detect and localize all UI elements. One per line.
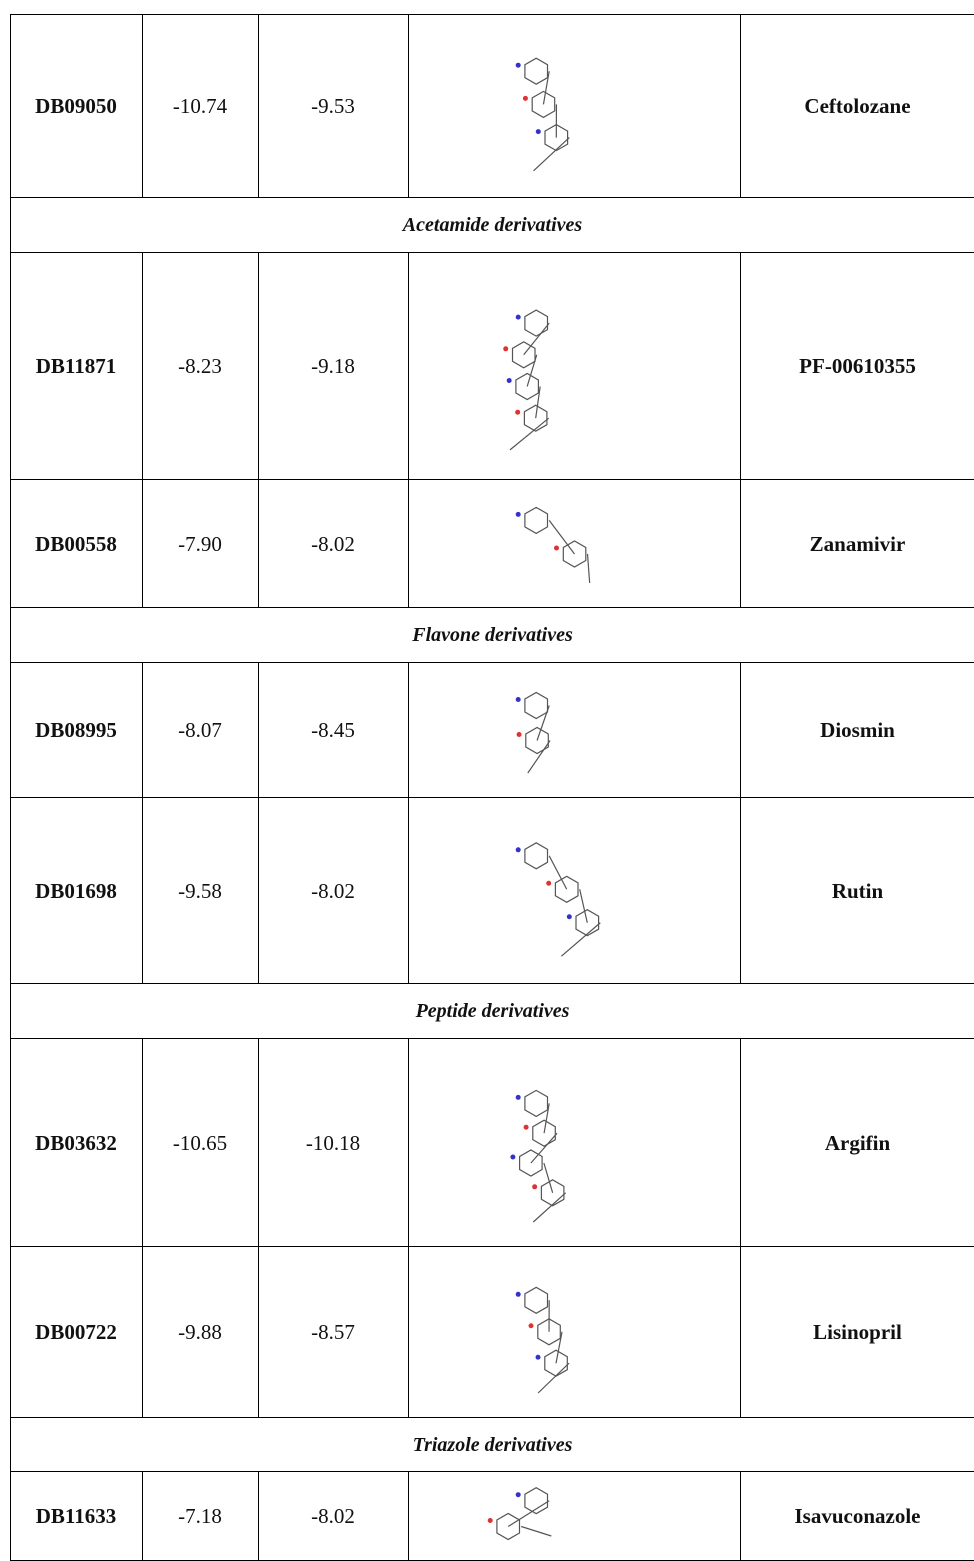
border bbox=[408, 480, 409, 608]
score: -9.53 bbox=[258, 14, 408, 198]
border bbox=[408, 798, 409, 984]
drug-id: DB01698 bbox=[10, 798, 142, 984]
drug-id: DB00558 bbox=[10, 480, 142, 608]
score: -8.02 bbox=[258, 798, 408, 984]
score: -8.45 bbox=[258, 663, 408, 798]
structure-drawing bbox=[448, 1252, 700, 1413]
drug-name: Isavuconazole bbox=[740, 1472, 974, 1561]
score: -7.90 bbox=[142, 480, 258, 608]
score: -8.23 bbox=[142, 253, 258, 480]
drug-name: Rutin bbox=[740, 798, 974, 984]
group-heading: Peptide derivatives bbox=[10, 984, 974, 1039]
group-heading: Triazole derivatives bbox=[10, 1418, 974, 1472]
score: -8.02 bbox=[258, 1472, 408, 1561]
drug-id: DB11871 bbox=[10, 253, 142, 480]
score: -7.18 bbox=[142, 1472, 258, 1561]
structure-drawing bbox=[448, 803, 700, 979]
drug-id: DB08995 bbox=[10, 663, 142, 798]
drug-id: DB00722 bbox=[10, 1247, 142, 1418]
border bbox=[408, 1472, 409, 1561]
table: DB09050-10.74-9.53 CeftolozaneAcetamide d… bbox=[0, 0, 974, 1561]
border bbox=[408, 1039, 409, 1247]
structure-drawing bbox=[448, 1044, 700, 1242]
drug-id: DB09050 bbox=[10, 14, 142, 198]
drug-name: Ceftolozane bbox=[740, 14, 974, 198]
border bbox=[408, 253, 409, 480]
structure-drawing bbox=[448, 485, 700, 603]
drug-name: Lisinopril bbox=[740, 1247, 974, 1418]
score: -8.02 bbox=[258, 480, 408, 608]
score: -8.07 bbox=[142, 663, 258, 798]
drug-name: Argifin bbox=[740, 1039, 974, 1247]
score: -10.74 bbox=[142, 14, 258, 198]
structure-drawing bbox=[448, 668, 700, 793]
structure-drawing bbox=[448, 1477, 700, 1556]
group-heading: Flavone derivatives bbox=[10, 608, 974, 663]
score: -9.18 bbox=[258, 253, 408, 480]
border bbox=[408, 663, 409, 798]
border bbox=[408, 14, 409, 198]
drug-id: DB03632 bbox=[10, 1039, 142, 1247]
score: -10.18 bbox=[258, 1039, 408, 1247]
score: -9.58 bbox=[142, 798, 258, 984]
drug-name: Zanamivir bbox=[740, 480, 974, 608]
drug-name: PF-00610355 bbox=[740, 253, 974, 480]
drug-name: Diosmin bbox=[740, 663, 974, 798]
border bbox=[408, 1247, 409, 1418]
group-heading: Acetamide derivatives bbox=[10, 198, 974, 253]
structure-drawing bbox=[448, 19, 700, 193]
score: -8.57 bbox=[258, 1247, 408, 1418]
score: -9.88 bbox=[142, 1247, 258, 1418]
structure-drawing bbox=[448, 258, 700, 475]
drug-id: DB11633 bbox=[10, 1472, 142, 1561]
score: -10.65 bbox=[142, 1039, 258, 1247]
